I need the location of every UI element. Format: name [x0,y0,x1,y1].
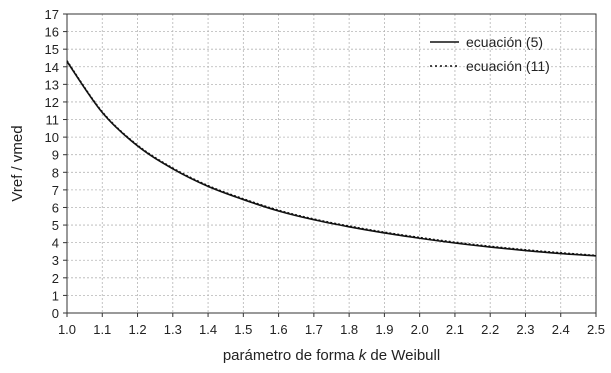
y-tick-label: 9 [52,148,59,163]
x-tick-label: 2.3 [516,322,534,337]
x-tick-label: 1.9 [375,322,393,337]
y-tick-label: 15 [45,42,59,57]
x-tick-label: 2.2 [481,322,499,337]
y-tick-label: 17 [45,7,59,22]
x-tick-label: 1.4 [199,322,217,337]
x-axis-title-suffix: de Weibull [366,347,440,364]
y-tick-label: 5 [52,218,59,233]
y-tick-label: 12 [45,95,59,110]
x-tick-label: 2.4 [552,322,570,337]
x-tick-label: 2.1 [446,322,464,337]
y-tick-label: 3 [52,253,59,268]
x-tick-label: 2.0 [411,322,429,337]
x-tick-label: 1.3 [164,322,182,337]
y-tick-label: 8 [52,165,59,180]
y-tick-label: 2 [52,271,59,286]
series-layer [66,60,597,257]
y-tick-label: 7 [52,183,59,198]
y-tick-label: 14 [45,60,59,75]
x-tick-label: 1.0 [58,322,76,337]
x-tick-label: 1.2 [128,322,146,337]
x-axis: 1.0 1.1 1.2 1.3 1.4 1.5 1.6 1.7 1.8 1.9 2.0 2.1 2.2 2… [58,313,605,337]
legend-label-ecuacion-5: ecuación (5) [466,34,543,50]
grid [67,14,596,313]
x-axis-title-k: k [359,347,368,364]
x-tick-label: 1.1 [93,322,111,337]
series-line-ecuacion-11 [66,60,597,256]
legend-label-ecuacion-11: ecuación (11) [466,58,550,74]
y-tick-label: 10 [45,130,59,145]
y-tick-label: 1 [52,288,59,303]
y-tick-label: 13 [45,77,59,92]
x-axis-title-prefix: parámetro de forma [223,347,359,364]
series-line-ecuacion-5 [66,61,597,257]
x-tick-label: 1.6 [270,322,288,337]
y-tick-label: 4 [52,236,59,251]
y-tick-label: 6 [52,200,59,215]
x-tick-label: 1.7 [305,322,323,337]
x-tick-label: 1.8 [340,322,358,337]
plot-area [66,13,597,314]
x-tick-label: 2.5 [587,322,605,337]
y-axis-title: Vref / vmed [9,125,26,201]
y-tick-label: 11 [46,113,60,128]
y-tick-label: 0 [52,306,59,321]
legend: ecuación (5) ecuación (11) [430,34,550,74]
x-tick-label: 1.5 [234,322,252,337]
x-axis-title: parámetro de forma k de Weibull [223,347,440,364]
y-tick-label: 16 [45,25,59,40]
